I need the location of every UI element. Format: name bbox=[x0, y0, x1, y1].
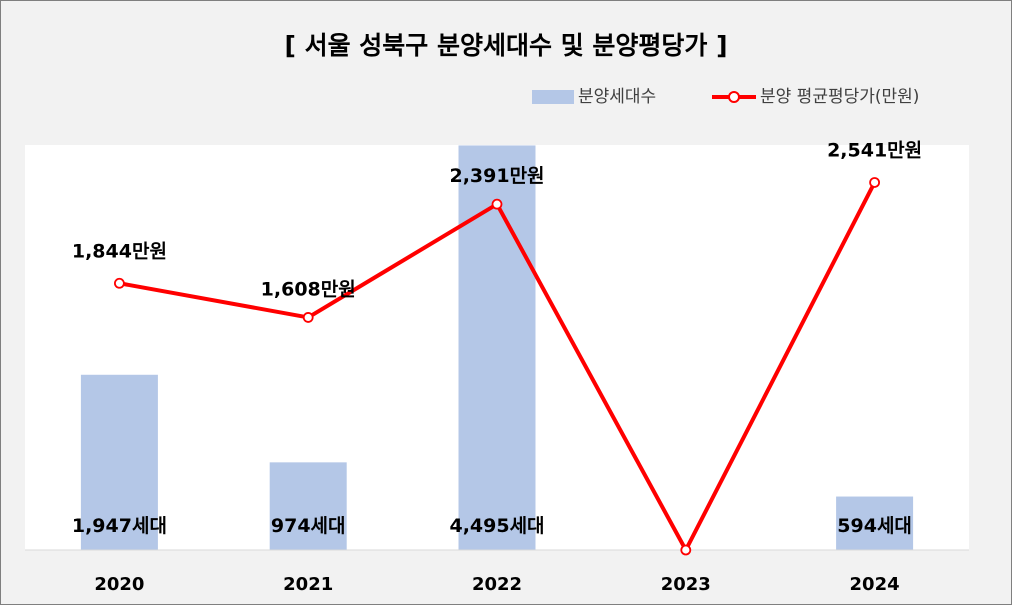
legend-label-bars: 분양세대수 bbox=[578, 87, 657, 107]
line-label-2024: 2,541만원 bbox=[827, 139, 922, 161]
legend-bar-swatch bbox=[532, 90, 574, 104]
bar-label-2020: 1,947세대 bbox=[72, 515, 167, 537]
line-label-2022: 2,391만원 bbox=[449, 165, 544, 187]
line-label-2020: 1,844만원 bbox=[72, 240, 167, 262]
line-point-2021 bbox=[302, 312, 314, 323]
line-label-2021: 1,608만원 bbox=[261, 278, 356, 300]
line-point-2020 bbox=[114, 277, 125, 289]
x-tick-2022: 2022 bbox=[472, 574, 522, 595]
legend-label-line: 분양 평균평당가(만원) bbox=[760, 87, 920, 107]
x-tick-2021: 2021 bbox=[283, 574, 333, 595]
line-point-2022 bbox=[491, 198, 503, 210]
legend-item-bars: 분양세대수 bbox=[532, 82, 656, 107]
bar-label-2024: 594세대 bbox=[837, 515, 912, 537]
bar-2022 bbox=[458, 145, 536, 550]
bar-2024 bbox=[836, 496, 914, 550]
legend-line-swatch bbox=[712, 90, 756, 104]
bar-label-2022: 4,495세대 bbox=[449, 515, 544, 537]
bar-2020 bbox=[80, 374, 158, 550]
x-tick-2024: 2024 bbox=[850, 574, 900, 595]
x-tick-2020: 2020 bbox=[94, 574, 144, 595]
legend-item-line: 분양 평균평당가(만원) bbox=[712, 82, 919, 107]
bar-label-2021: 974세대 bbox=[271, 515, 346, 537]
line-point-2023 bbox=[680, 544, 692, 556]
x-tick-2023: 2023 bbox=[661, 574, 711, 595]
line-point-2024 bbox=[869, 177, 880, 188]
bar-2021 bbox=[269, 462, 347, 550]
chart-title: [ 서울 성북구 분양세대수 및 분양평당가 ] bbox=[284, 31, 728, 60]
